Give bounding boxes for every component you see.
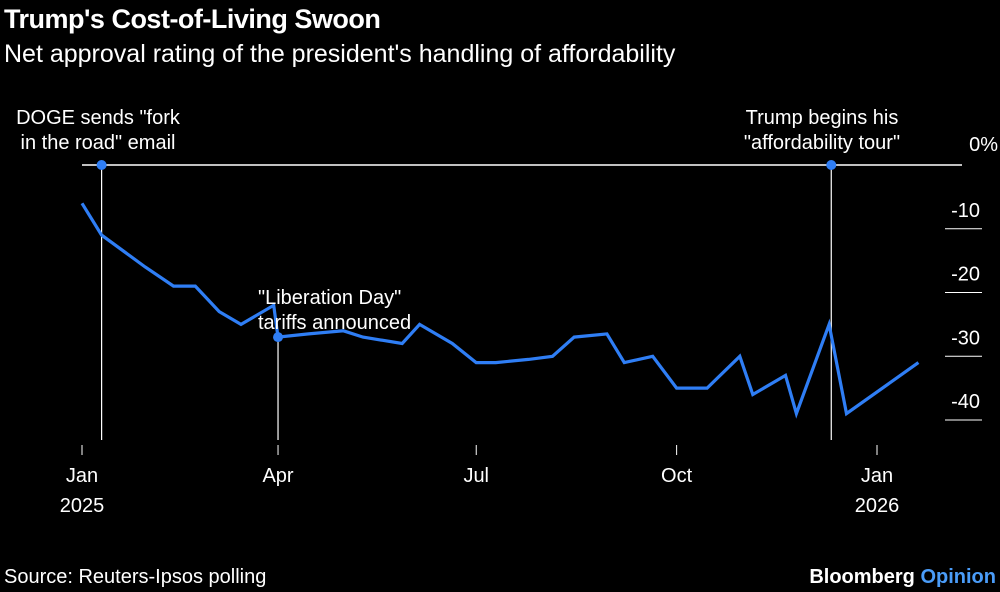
chart-title: Trump's Cost-of-Living Swoon [4,4,381,34]
x-tick-label: Oct [661,465,693,487]
x-tick-label: Jul [463,465,489,487]
x-tick-label: Jan [66,465,98,487]
x-tick-label-year: 2025 [60,495,105,517]
y-tick-label: -40 [951,391,980,413]
x-tick-label: Jan [861,465,893,487]
brand-name: Bloomberg [809,566,915,588]
annotation-label: Trump begins his [746,107,899,129]
chart-subtitle: Net approval rating of the president's h… [4,40,676,68]
x-tick-label: Apr [262,465,293,487]
y-tick-label: -30 [951,327,980,349]
series-line [80,202,920,419]
y-tick-label: 0% [969,134,998,156]
annotation-label: tariffs announced [258,312,411,334]
y-tick-label: -20 [951,264,980,286]
annotation-dot [273,332,284,343]
source-note: Source: Reuters-Ipsos polling [4,566,267,588]
annotation-dot [826,160,837,170]
annotation-dot [96,160,107,170]
annotation-label: in the road" email [21,132,176,154]
brand-logo: Bloomberg Opinion [809,566,996,589]
annotation-label: DOGE sends "fork [16,107,181,129]
brand-suffix: Opinion [920,566,996,588]
annotation-label: "affordability tour" [744,132,900,154]
annotation-label: "Liberation Day" [258,287,401,309]
y-tick-label: -10 [951,200,980,222]
x-tick-label-year: 2026 [855,495,900,517]
